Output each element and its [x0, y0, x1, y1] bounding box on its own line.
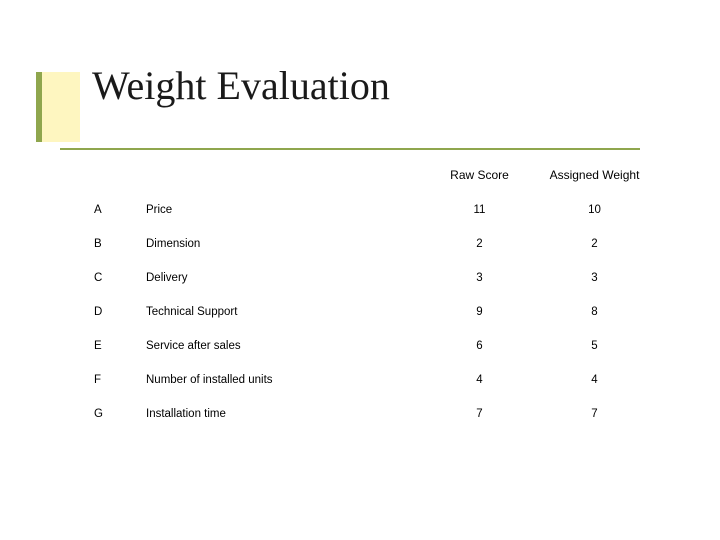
- header-assigned-weight: Assigned Weight: [537, 162, 652, 193]
- table-body: A Price 11 10 B Dimension 2 2 C Delivery…: [92, 193, 652, 431]
- slide: Weight Evaluation Raw Score Assigned Wei…: [0, 0, 720, 540]
- weight-table: Raw Score Assigned Weight A Price 11 10 …: [92, 162, 652, 431]
- cell-id: C: [92, 261, 142, 295]
- cell-id: F: [92, 363, 142, 397]
- cell-raw: 9: [422, 295, 537, 329]
- cell-item: Technical Support: [142, 295, 422, 329]
- cell-item: Price: [142, 193, 422, 227]
- cell-weight: 8: [537, 295, 652, 329]
- table-header-row: Raw Score Assigned Weight: [92, 162, 652, 193]
- cell-item: Delivery: [142, 261, 422, 295]
- table-row: F Number of installed units 4 4: [92, 363, 652, 397]
- table-row: E Service after sales 6 5: [92, 329, 652, 363]
- cell-weight: 3: [537, 261, 652, 295]
- cell-id: E: [92, 329, 142, 363]
- table-row: C Delivery 3 3: [92, 261, 652, 295]
- cell-weight: 7: [537, 397, 652, 431]
- cell-id: D: [92, 295, 142, 329]
- cell-item: Number of installed units: [142, 363, 422, 397]
- accent-box: [36, 72, 80, 142]
- page-title: Weight Evaluation: [92, 62, 390, 109]
- cell-raw: 11: [422, 193, 537, 227]
- cell-id: B: [92, 227, 142, 261]
- header-raw-score: Raw Score: [422, 162, 537, 193]
- table-row: A Price 11 10: [92, 193, 652, 227]
- cell-id: G: [92, 397, 142, 431]
- cell-item: Installation time: [142, 397, 422, 431]
- cell-weight: 4: [537, 363, 652, 397]
- cell-id: A: [92, 193, 142, 227]
- cell-item: Service after sales: [142, 329, 422, 363]
- table-row: B Dimension 2 2: [92, 227, 652, 261]
- table-row: G Installation time 7 7: [92, 397, 652, 431]
- cell-raw: 2: [422, 227, 537, 261]
- header-blank-item: [142, 162, 422, 193]
- weight-table-wrap: Raw Score Assigned Weight A Price 11 10 …: [92, 162, 652, 431]
- cell-weight: 10: [537, 193, 652, 227]
- cell-raw: 6: [422, 329, 537, 363]
- cell-weight: 5: [537, 329, 652, 363]
- cell-raw: 7: [422, 397, 537, 431]
- header-blank-id: [92, 162, 142, 193]
- accent-underline: [60, 148, 640, 150]
- cell-raw: 3: [422, 261, 537, 295]
- cell-item: Dimension: [142, 227, 422, 261]
- cell-weight: 2: [537, 227, 652, 261]
- table-row: D Technical Support 9 8: [92, 295, 652, 329]
- cell-raw: 4: [422, 363, 537, 397]
